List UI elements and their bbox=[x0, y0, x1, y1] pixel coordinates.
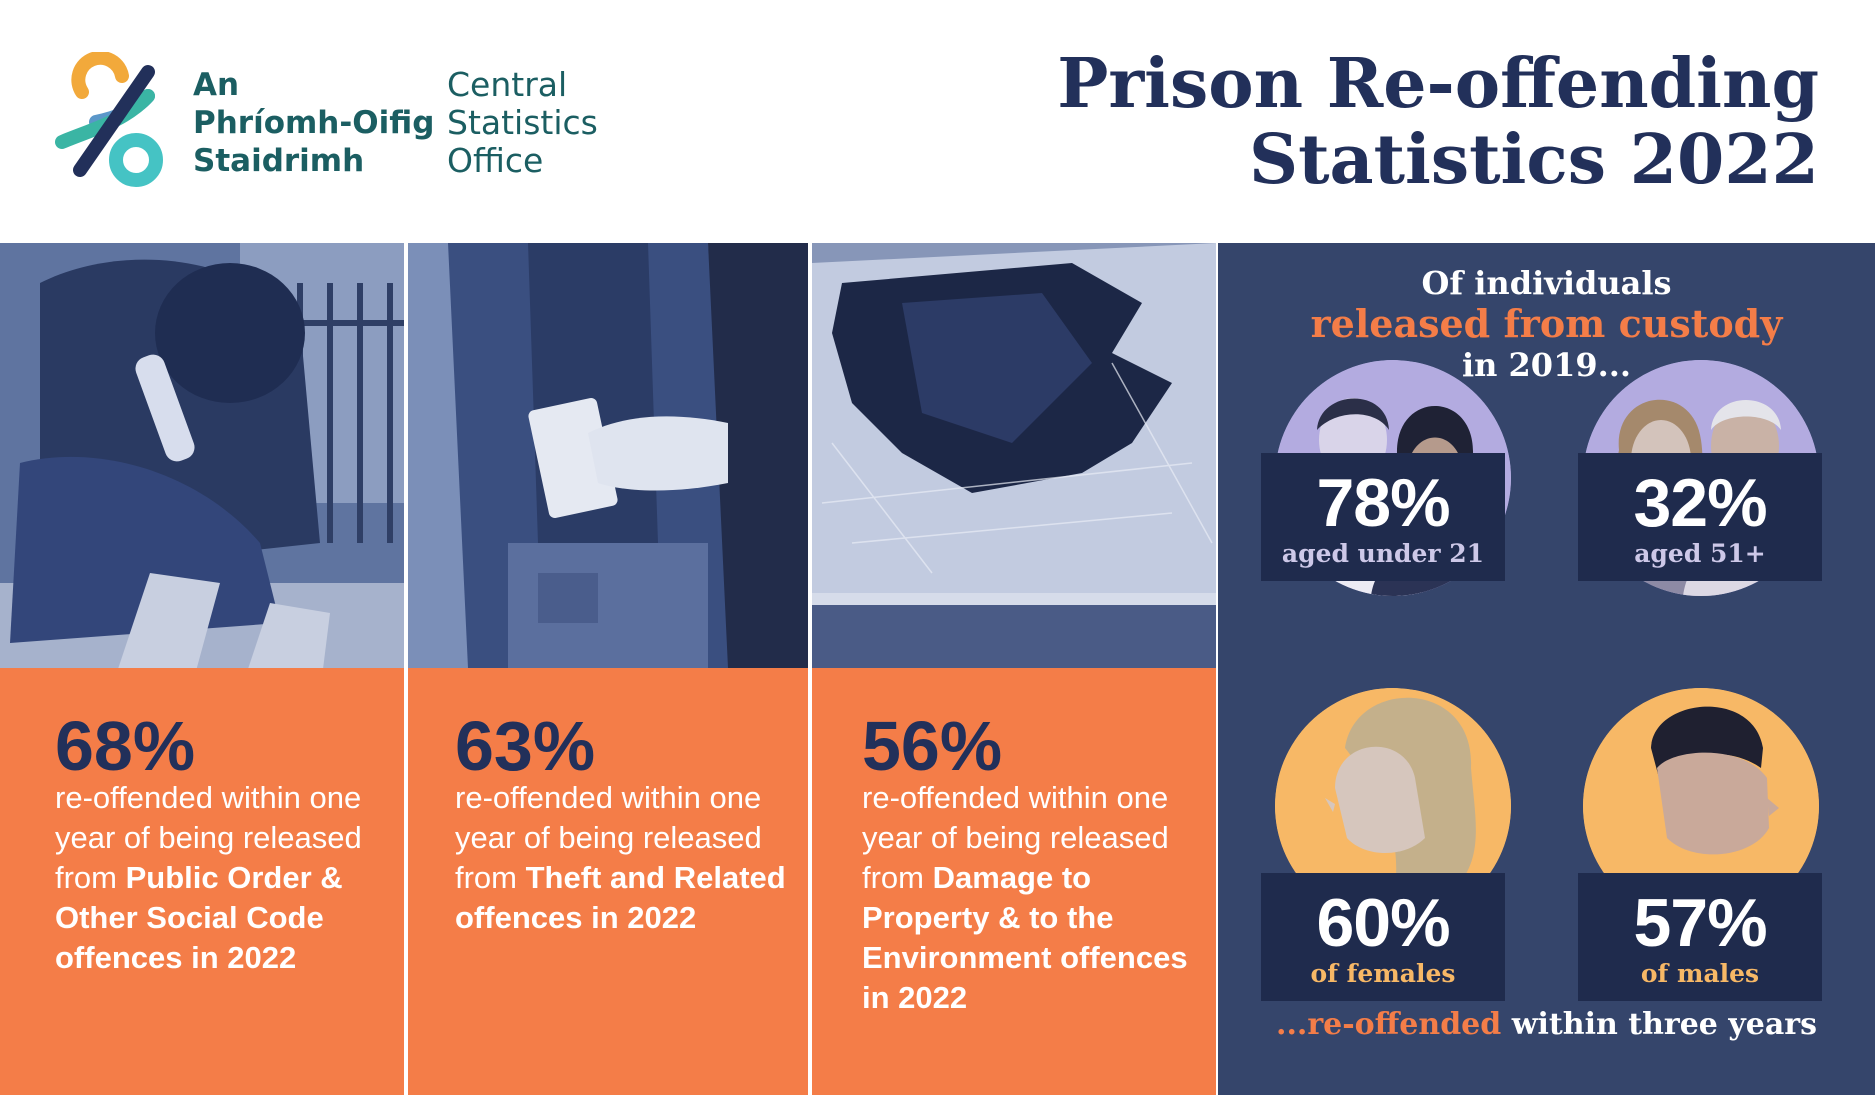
stat-box-males: 57% of males bbox=[1578, 873, 1822, 1001]
title-line: Prison Re-offending bbox=[1057, 44, 1819, 124]
logo-english-line: Office bbox=[447, 141, 544, 180]
broken-car-window-photo bbox=[812, 243, 1216, 668]
stat-description: re-offended within one year of being rel… bbox=[455, 778, 795, 938]
stat-percent: 60% bbox=[1316, 885, 1450, 961]
column-divider bbox=[404, 425, 408, 1042]
stat-panel-theft: 63% re-offended within one year of being… bbox=[408, 243, 808, 1095]
logo-irish-line: Phríomh-Oifig bbox=[193, 105, 435, 141]
logo-irish-line: Staidrimh bbox=[193, 143, 365, 179]
column-divider bbox=[808, 425, 812, 1042]
title-line: Statistics 2022 bbox=[1249, 120, 1819, 200]
stat-label: aged under 21 bbox=[1281, 539, 1485, 568]
footer-accent: ...re-offended bbox=[1276, 1007, 1502, 1042]
page-title: Prison Re-offending Statistics 2022 bbox=[1057, 46, 1819, 198]
stat-panel-damage: 56% re-offended within one year of being… bbox=[812, 243, 1216, 1095]
stat-offence-type: Public Order & Other Social Code offence… bbox=[55, 860, 343, 975]
stat-percent: 32% bbox=[1633, 465, 1767, 541]
stat-text: re-offended within one year of being rel… bbox=[455, 780, 762, 895]
stat-percent: 68% bbox=[55, 707, 196, 785]
stat-offence-type: Theft and Related offences in 2022 bbox=[455, 860, 786, 935]
stat-label: of males bbox=[1640, 959, 1760, 988]
stat-box-aged-51-plus: 32% aged 51+ bbox=[1578, 453, 1822, 581]
cso-logo-icon bbox=[55, 52, 163, 187]
stat-percent: 56% bbox=[862, 707, 1003, 785]
stat-panel-public-order: 68% re-offended within one year of being… bbox=[0, 243, 404, 1095]
pickpocket-photo bbox=[408, 243, 808, 668]
stat-description: re-offended within one year of being rel… bbox=[862, 778, 1202, 1018]
stat-text: re-offended within one year of being rel… bbox=[55, 780, 362, 895]
stat-card: 68% re-offended within one year of being… bbox=[0, 668, 404, 1095]
intro-highlight: released from custody bbox=[1310, 301, 1783, 346]
stat-box-under-21: 78% aged under 21 bbox=[1261, 453, 1505, 581]
intro-line: in 2019... bbox=[1461, 346, 1632, 384]
logo-irish-name: An Phríomh-Oifig Staidrimh bbox=[193, 66, 434, 180]
custody-release-panel: Of individuals released from custody in … bbox=[1218, 243, 1875, 1095]
intro-line: Of individuals bbox=[1421, 264, 1672, 302]
stat-offence-type: Damage to Property & to the Environment … bbox=[862, 860, 1188, 1015]
stat-description: re-offended within one year of being rel… bbox=[55, 778, 395, 978]
logo-irish-line: An bbox=[193, 67, 240, 103]
logo-english-line: Statistics bbox=[447, 103, 598, 142]
stat-percent: 63% bbox=[455, 707, 596, 785]
logo-english-name: Central Statistics Office bbox=[447, 66, 598, 180]
stat-card: 56% re-offended within one year of being… bbox=[812, 668, 1216, 1095]
youth-with-bottle-photo bbox=[0, 243, 404, 668]
footer-text: within three years bbox=[1501, 1007, 1817, 1042]
header: An Phríomh-Oifig Staidrimh Central Stati… bbox=[0, 0, 1875, 243]
stat-box-females: 60% of females bbox=[1261, 873, 1505, 1001]
stat-text: re-offended within one year of being rel… bbox=[862, 780, 1169, 895]
stat-percent: 57% bbox=[1633, 885, 1767, 961]
stat-label: aged 51+ bbox=[1634, 539, 1766, 568]
footer-caption: ...re-offended within three years bbox=[1218, 1005, 1875, 1045]
stat-card: 63% re-offended within one year of being… bbox=[408, 668, 808, 1095]
logo-english-line: Central bbox=[447, 65, 568, 104]
stat-label: of females bbox=[1310, 959, 1456, 988]
stat-percent: 78% bbox=[1316, 465, 1450, 541]
